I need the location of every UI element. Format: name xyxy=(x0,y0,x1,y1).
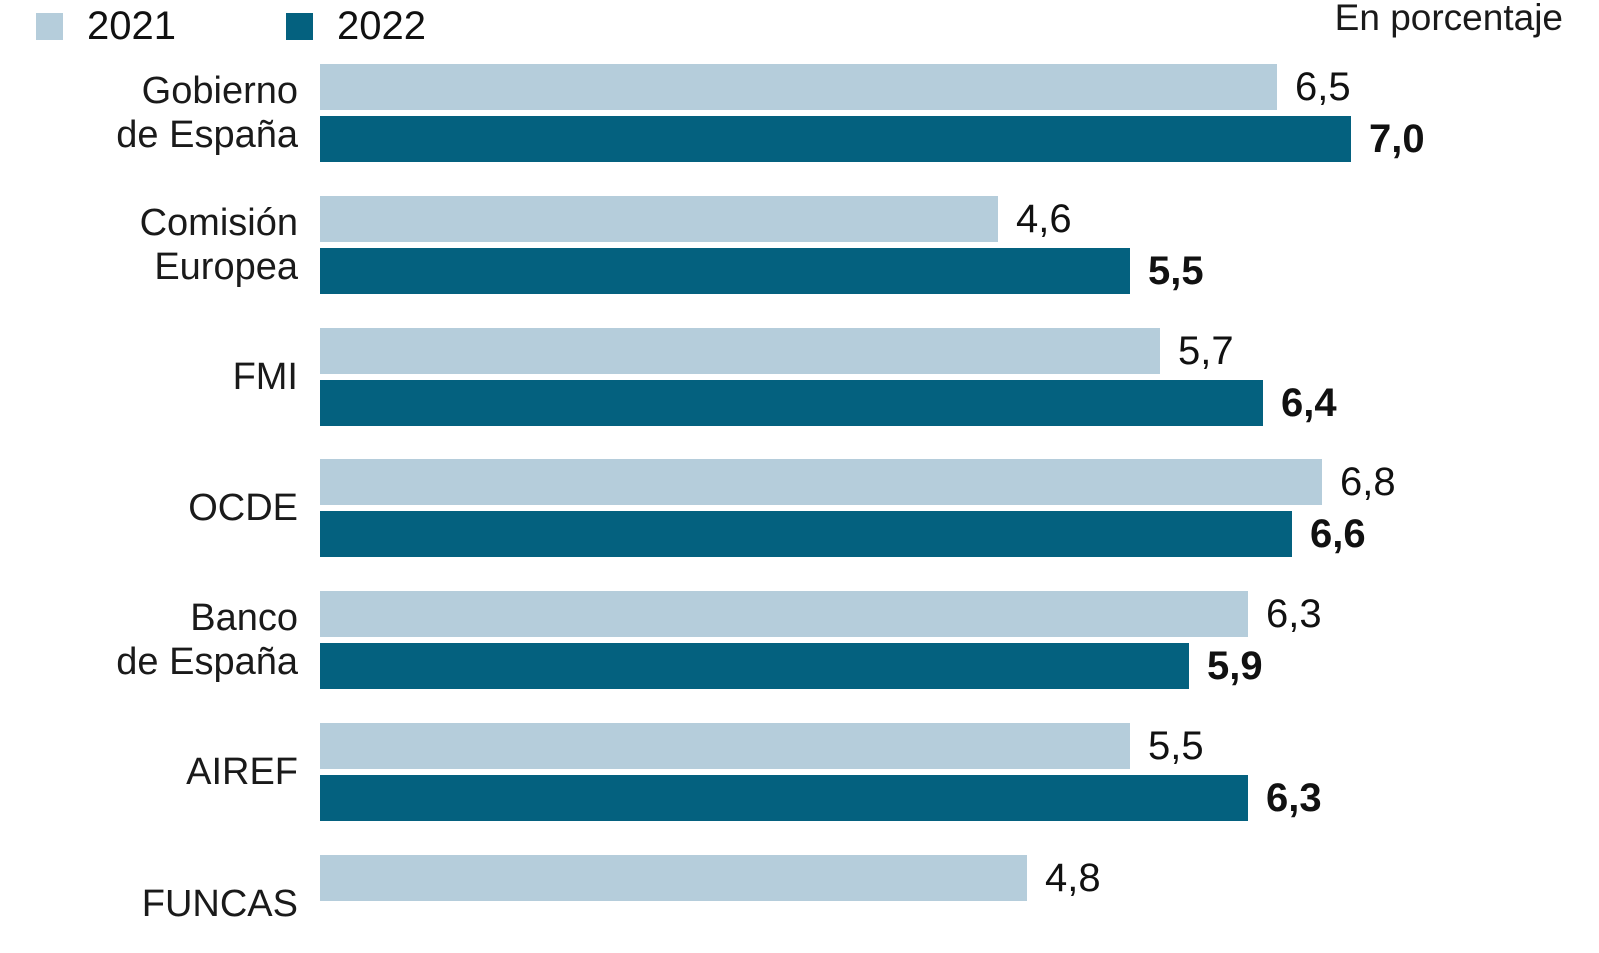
bar-2022 xyxy=(320,643,1189,689)
bar-2022 xyxy=(320,380,1263,426)
category-label: FUNCAS xyxy=(141,883,298,925)
value-label-2021: 6,3 xyxy=(1266,591,1322,636)
legend-item-2022: 2022 xyxy=(285,4,426,48)
bar-chart: 2021 2022 En porcentaje Gobierno de Espa… xyxy=(36,0,1563,925)
value-label-2022: 6,4 xyxy=(1281,380,1337,425)
bar-2021 xyxy=(320,591,1248,637)
legend-swatch-2022-icon xyxy=(285,12,313,40)
value-label-2022: 5,9 xyxy=(1207,643,1263,688)
value-label-2021: 5,7 xyxy=(1178,328,1234,373)
bar-2022 xyxy=(320,248,1130,294)
value-label-2022: 6,6 xyxy=(1310,511,1366,556)
value-label-2022: 6,3 xyxy=(1266,775,1322,820)
value-label-2022: 7,0 xyxy=(1369,116,1425,161)
category-label: FMI xyxy=(232,356,298,398)
legend-swatch-2021-icon xyxy=(36,12,63,40)
category-label: Banco de España xyxy=(116,597,298,683)
unit-label: En porcentaje xyxy=(1334,0,1563,38)
legend-label-2021: 2021 xyxy=(87,4,176,48)
bar-2021 xyxy=(320,328,1160,374)
legend-item-2021: 2021 xyxy=(36,4,176,48)
value-label-2021: 6,8 xyxy=(1340,459,1396,504)
legend: 2021 2022 xyxy=(36,4,426,48)
bar-2021 xyxy=(320,459,1322,505)
value-label-2021: 4,8 xyxy=(1045,855,1101,900)
bar-2022 xyxy=(320,511,1292,557)
category-label: Comisión Europea xyxy=(139,202,298,288)
category-label: OCDE xyxy=(188,487,298,529)
value-label-2022: 5,5 xyxy=(1148,248,1204,293)
category-label: Gobierno de España xyxy=(116,70,298,156)
value-label-2021: 4,6 xyxy=(1016,196,1072,241)
bar-2021 xyxy=(320,196,998,242)
bar-2021 xyxy=(320,855,1027,901)
legend-label-2022: 2022 xyxy=(336,4,426,48)
bar-2022 xyxy=(320,775,1248,821)
value-label-2021: 6,5 xyxy=(1295,64,1351,109)
category-label: AIREF xyxy=(186,751,298,793)
value-label-2021: 5,5 xyxy=(1148,723,1204,768)
bar-2021 xyxy=(320,723,1130,769)
bar-2022 xyxy=(320,116,1351,162)
bar-2021 xyxy=(320,64,1277,110)
